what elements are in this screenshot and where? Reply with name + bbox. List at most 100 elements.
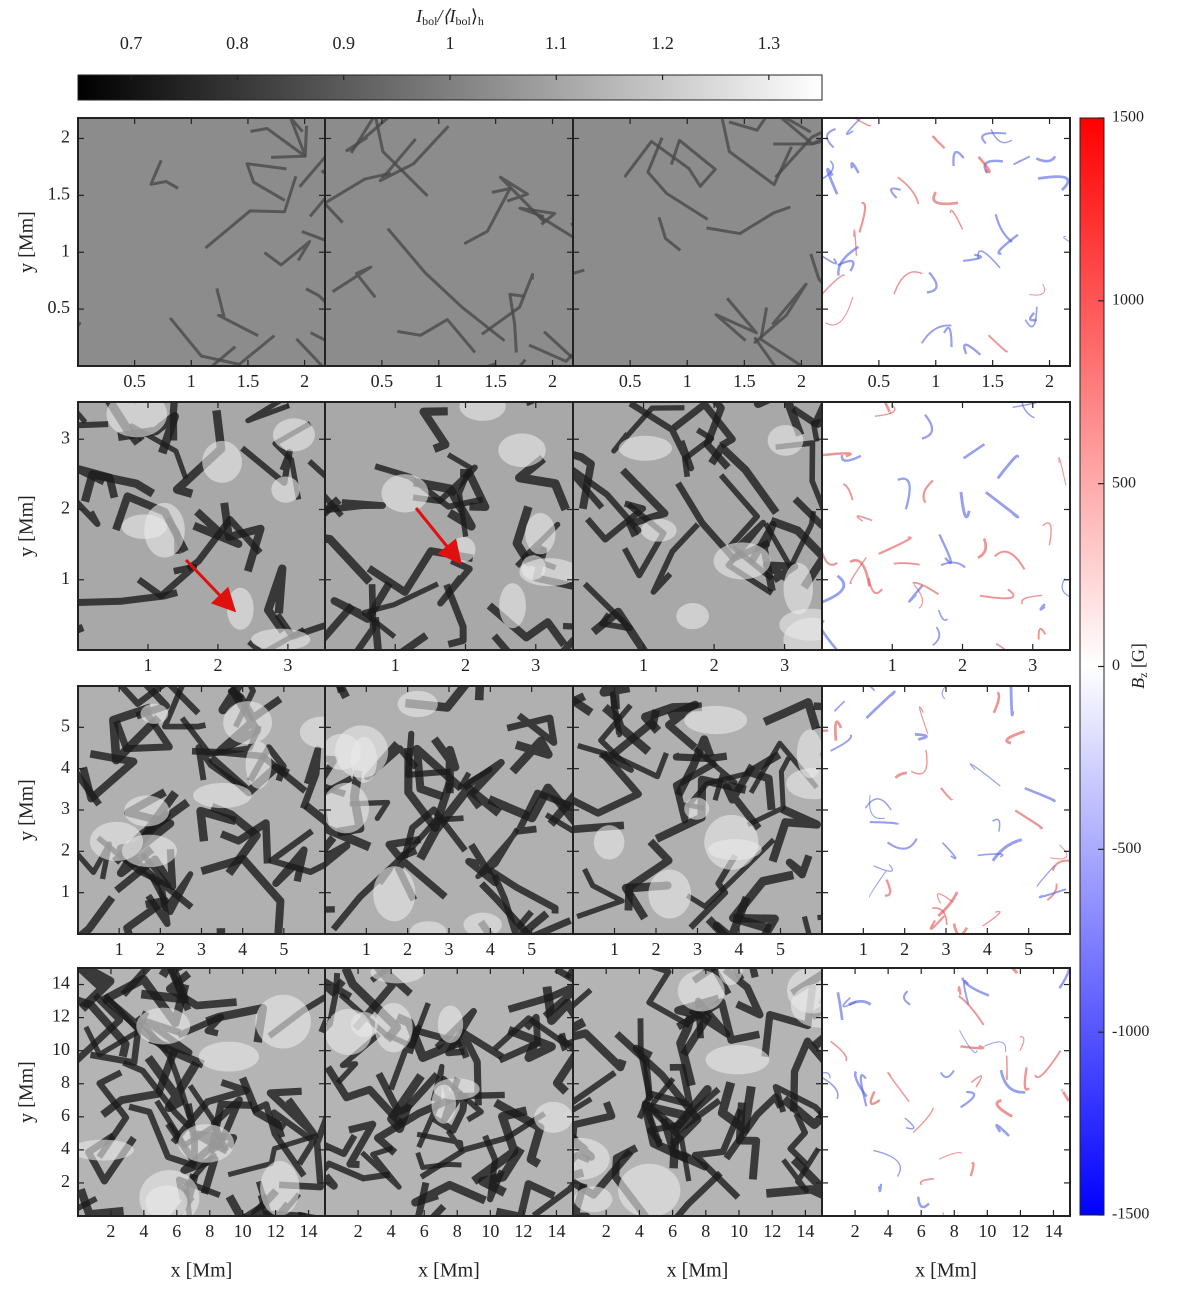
x-tick-label: 2 [300,371,309,391]
colorbar-tick-label: -1000 [1112,1023,1149,1040]
bright-patch [779,608,822,641]
intergranular-lane [507,983,573,1020]
field-filament [842,483,854,501]
intergranular-lane [765,1156,822,1200]
intergranular-lane [457,766,493,790]
bright-patch [251,628,311,650]
field-filament [878,1183,883,1193]
panel-content [822,686,1070,934]
x-axis-label: x [Mm] [915,1260,977,1282]
field-filament [1058,968,1070,989]
intergranular-lane [577,742,669,780]
panel-content [78,118,325,366]
bright-patch [713,542,771,580]
field-filament [997,233,1019,255]
x-tick-label: 2 [958,655,967,675]
intergranular-lane [543,330,573,361]
intergranular-lane [768,805,821,863]
intergranular-lane [78,589,179,607]
intergranular-lane [250,126,307,159]
x-tick-label: 1 [610,939,619,959]
field-filament [992,818,1001,832]
intergranular-lane [266,1087,317,1137]
intergranular-lane [78,421,109,429]
field-filament [1023,1067,1030,1091]
bright-patch [498,433,546,467]
field-filament [962,443,986,460]
field-filament [853,118,872,127]
field-filament [822,452,852,458]
field-filament [1039,603,1046,611]
intergranular-lane [646,137,709,221]
panel-content [573,118,822,366]
field-filament [914,732,928,741]
field-filament [959,1030,978,1054]
field-filament [1051,859,1070,872]
intergranular-lane [753,336,777,366]
intergranular-lane [263,564,287,634]
field-filament [830,734,852,752]
colorbar-tick-label: 0.9 [332,33,355,53]
intergranular-lane [78,996,130,1058]
bright-patch [684,705,748,735]
field-filament [952,150,965,167]
field-filament [822,160,834,180]
intergranular-lane [120,968,153,998]
field-filament [834,700,846,712]
image-panel: 0.5 1 1.5 2 0.5 1 1.5 2 [48,117,326,391]
field-filament [822,254,838,265]
field-filament [869,795,885,820]
intergranular-lane [122,1059,195,1133]
panel-content [573,686,822,934]
field-filament [910,749,928,775]
bright-patch [534,1101,573,1133]
y-axis-label: y [Mm] [16,779,38,841]
field-filament [939,1069,955,1079]
field-filament [995,1123,1010,1137]
y-tick-label: 2 [61,498,70,518]
panel-content [822,968,1070,1216]
bright-patch [370,968,424,984]
intergranular-lane [509,736,553,775]
label-part: /⟨I [436,6,456,26]
field-filament [977,155,991,174]
label-part: [G] [1128,643,1148,673]
intergranular-lane [128,1103,197,1170]
intergranular-lane [685,837,776,910]
intergranular-lane [325,499,386,514]
image-panel: 0.5 1 1.5 2 [821,117,1071,391]
intensity-image [573,118,822,366]
field-filament [970,1075,983,1088]
field-filament [1024,306,1038,328]
intergranular-lane [136,563,198,600]
field-filament [984,491,1020,519]
field-filament [893,562,920,566]
x-tick-label: 12 [763,1221,781,1241]
intergranular-lane [714,297,758,342]
x-tick-label: 1 [434,371,443,391]
intergranular-lane [506,712,558,746]
intergranular-lane [325,800,372,852]
x-tick-label: 3 [197,939,206,959]
intergranular-lane [404,748,454,832]
arrow [184,558,237,613]
intergranular-lane [278,1112,325,1191]
intergranular-lane [544,812,573,835]
y-tick-label: 4 [61,757,70,777]
intergranular-lane [720,118,793,187]
field-filament [869,820,900,826]
field-filament [931,135,946,150]
field-filament [959,491,971,519]
bright-patch [78,1139,134,1161]
field-filament [1063,235,1070,243]
field-filament [984,1041,1007,1053]
intergranular-lane [491,873,534,934]
intergranular-lane [623,139,703,189]
colorbar-tick-label: 1.3 [758,33,781,53]
intergranular-lane [186,516,263,572]
field-filament [1034,1050,1062,1079]
bright-patch [433,1078,480,1100]
x-tick-label: 1 [639,655,648,675]
bright-patch [641,518,677,542]
image-panel: 0.5 1 1.5 2 [572,117,823,391]
